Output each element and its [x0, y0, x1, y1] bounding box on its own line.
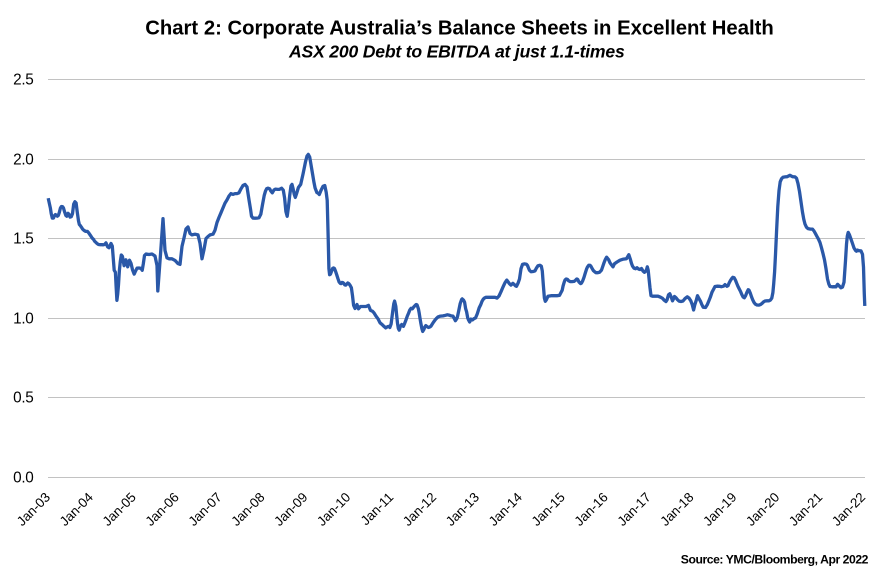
svg-text:0.5: 0.5 [13, 389, 33, 406]
svg-text:2.5: 2.5 [13, 71, 33, 88]
svg-text:1.0: 1.0 [13, 310, 33, 327]
svg-text:ASX 200 Debt to EBITDA at just: ASX 200 Debt to EBITDA at just 1.1-times [288, 42, 625, 62]
svg-text:0.0: 0.0 [13, 469, 33, 486]
svg-text:Chart 2: Corporate Australia’s: Chart 2: Corporate Australia’s Balance S… [145, 18, 774, 40]
svg-text:2.0: 2.0 [13, 151, 33, 168]
svg-text:1.5: 1.5 [13, 230, 33, 247]
svg-text:Source: YMC/Bloomberg, Apr 202: Source: YMC/Bloomberg, Apr 2022 [681, 552, 869, 566]
